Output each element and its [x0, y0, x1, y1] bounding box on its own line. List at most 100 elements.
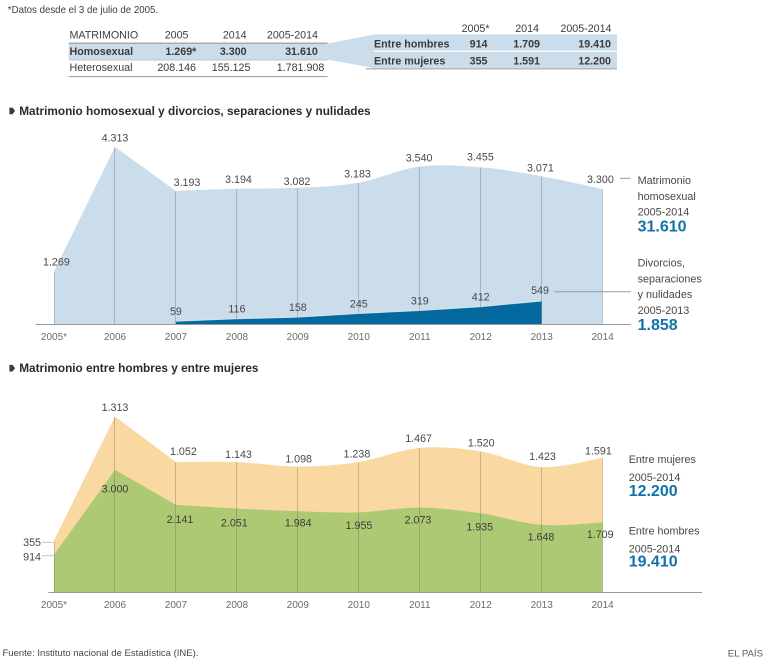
svg-text:355: 355 [23, 537, 41, 549]
svg-text:1.313: 1.313 [102, 402, 129, 414]
svg-text:549: 549 [531, 285, 549, 297]
svg-text:2.051: 2.051 [221, 518, 248, 530]
svg-text:2005-2014: 2005-2014 [638, 207, 690, 219]
svg-text:4.313: 4.313 [102, 132, 129, 144]
svg-text:2010: 2010 [348, 600, 371, 611]
svg-text:Matrimonio homosexual y divorc: Matrimonio homosexual y divorcios, separ… [19, 104, 371, 118]
svg-text:separaciones: separaciones [638, 273, 703, 285]
svg-text:2011: 2011 [409, 600, 431, 611]
svg-text:1.858: 1.858 [638, 317, 678, 334]
svg-text:1.591: 1.591 [513, 56, 540, 68]
svg-text:3.000: 3.000 [102, 483, 129, 495]
svg-text:Matrimonio: Matrimonio [638, 175, 691, 187]
svg-text:31.610: 31.610 [638, 219, 687, 236]
svg-text:Entre mujeres: Entre mujeres [374, 56, 445, 68]
svg-text:2005*: 2005* [462, 23, 490, 35]
svg-text:2005-2013: 2005-2013 [638, 305, 690, 317]
svg-text:2.073: 2.073 [405, 515, 432, 527]
svg-text:2007: 2007 [165, 332, 188, 343]
svg-text:1.781.908: 1.781.908 [277, 62, 325, 74]
svg-text:2006: 2006 [104, 600, 127, 611]
svg-text:12.200: 12.200 [578, 56, 611, 68]
svg-text:2005-2014: 2005-2014 [267, 30, 318, 42]
svg-text:Entre hombres: Entre hombres [374, 38, 449, 50]
svg-text:Divorcios,: Divorcios, [638, 258, 685, 270]
svg-text:208.146: 208.146 [157, 62, 196, 74]
svg-text:1.423: 1.423 [529, 451, 556, 463]
svg-text:19.410: 19.410 [578, 38, 611, 50]
svg-text:2007: 2007 [165, 600, 188, 611]
svg-text:2005-2014: 2005-2014 [629, 544, 681, 556]
svg-text:MATRIMONIO: MATRIMONIO [70, 30, 139, 42]
svg-text:1.591: 1.591 [585, 445, 612, 457]
svg-text:2008: 2008 [226, 332, 249, 343]
svg-text:3.082: 3.082 [284, 176, 311, 188]
svg-text:155.125: 155.125 [212, 62, 251, 74]
svg-text:1.520: 1.520 [468, 437, 495, 449]
svg-text:2005-2014: 2005-2014 [629, 472, 681, 484]
svg-text:12.200: 12.200 [629, 483, 678, 500]
svg-text:2008: 2008 [226, 600, 249, 611]
svg-text:homosexual: homosexual [638, 191, 696, 203]
svg-text:3.193: 3.193 [174, 177, 201, 189]
svg-text:1.052: 1.052 [170, 446, 197, 458]
svg-text:412: 412 [472, 291, 490, 303]
svg-text:2012: 2012 [470, 600, 493, 611]
svg-text:3.300: 3.300 [587, 174, 614, 186]
svg-text:2005*: 2005* [41, 332, 67, 343]
svg-text:2006: 2006 [104, 332, 127, 343]
svg-text:2014: 2014 [223, 30, 247, 42]
svg-text:1.467: 1.467 [405, 433, 432, 445]
svg-text:1.269*: 1.269* [165, 46, 197, 58]
svg-text:1.269: 1.269 [43, 257, 70, 269]
svg-text:Homosexual: Homosexual [70, 46, 134, 58]
svg-text:1.955: 1.955 [346, 520, 373, 532]
svg-text:2005: 2005 [165, 30, 189, 42]
svg-text:245: 245 [350, 298, 368, 310]
svg-text:158: 158 [289, 302, 307, 314]
svg-text:2009: 2009 [287, 600, 310, 611]
svg-text:116: 116 [228, 304, 245, 316]
svg-text:2014: 2014 [591, 332, 614, 343]
svg-text:3.071: 3.071 [527, 163, 554, 175]
svg-text:1.098: 1.098 [285, 453, 312, 465]
svg-text:EL PAÍS: EL PAÍS [728, 648, 763, 659]
svg-text:2009: 2009 [287, 332, 310, 343]
svg-text:2.141: 2.141 [167, 514, 194, 526]
svg-text:2013: 2013 [531, 332, 554, 343]
svg-text:914: 914 [470, 38, 488, 50]
svg-text:Matrimonio entre hombres y ent: Matrimonio entre hombres y entre mujeres [19, 361, 259, 375]
svg-text:31.610: 31.610 [285, 46, 318, 58]
svg-text:1.143: 1.143 [225, 449, 252, 461]
svg-text:1.709: 1.709 [587, 529, 614, 541]
svg-text:2014: 2014 [515, 23, 539, 35]
svg-text:1.238: 1.238 [344, 449, 371, 461]
svg-text:2014: 2014 [591, 600, 614, 611]
svg-text:*Datos desde el 3 de julio de: *Datos desde el 3 de julio de 2005. [8, 5, 158, 16]
svg-text:Fuente: Instituto nacional de: Fuente: Instituto nacional de Estadístic… [3, 648, 199, 659]
svg-text:2005-2014: 2005-2014 [560, 23, 611, 35]
svg-text:3.300: 3.300 [220, 46, 247, 58]
svg-text:2010: 2010 [348, 332, 371, 343]
svg-text:3.455: 3.455 [467, 151, 494, 163]
svg-text:1.709: 1.709 [513, 38, 540, 50]
svg-text:3.194: 3.194 [225, 174, 252, 186]
svg-text:3.540: 3.540 [406, 153, 433, 165]
svg-text:3.183: 3.183 [344, 169, 371, 181]
svg-text:59: 59 [170, 306, 182, 318]
svg-text:Heterosexual: Heterosexual [70, 62, 133, 74]
svg-text:19.410: 19.410 [629, 554, 678, 571]
svg-text:2011: 2011 [409, 332, 431, 343]
svg-text:1.935: 1.935 [466, 522, 493, 534]
svg-text:y nulidades: y nulidades [638, 289, 693, 301]
svg-text:2013: 2013 [531, 600, 554, 611]
svg-text:319: 319 [411, 295, 429, 307]
svg-text:2012: 2012 [470, 332, 493, 343]
svg-text:2005*: 2005* [41, 600, 67, 611]
svg-text:1.984: 1.984 [285, 518, 312, 530]
svg-text:355: 355 [470, 56, 488, 68]
svg-text:1.648: 1.648 [528, 532, 555, 544]
svg-text:Entre mujeres: Entre mujeres [629, 454, 697, 466]
svg-text:914: 914 [23, 551, 41, 563]
svg-text:Entre hombres: Entre hombres [629, 525, 700, 537]
